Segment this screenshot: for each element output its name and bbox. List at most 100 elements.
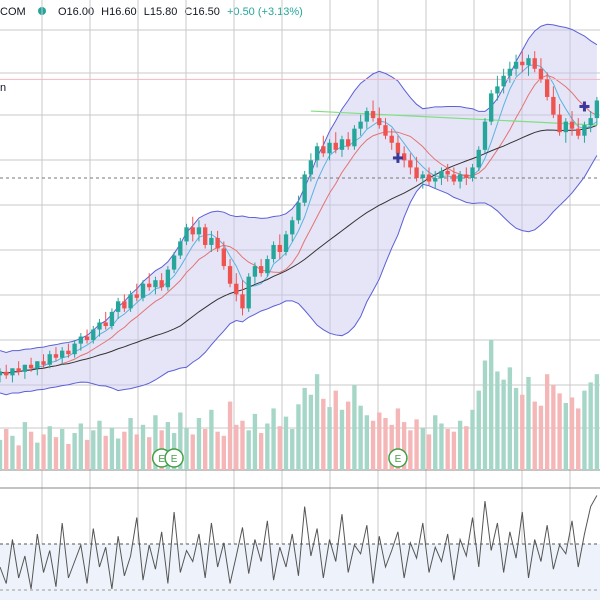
volume-bar bbox=[84, 439, 90, 470]
volume-bar bbox=[538, 405, 544, 470]
volume-bar bbox=[576, 408, 581, 470]
candle-body bbox=[308, 160, 314, 175]
volume-bar bbox=[582, 390, 587, 470]
volume-bar bbox=[308, 394, 314, 470]
candle-body bbox=[364, 111, 370, 122]
candle-body bbox=[408, 160, 413, 168]
candle bbox=[66, 343, 71, 358]
earnings-badge-label: E bbox=[395, 454, 402, 465]
candle-body bbox=[557, 114, 562, 133]
candle-body bbox=[221, 248, 227, 267]
symbol-label[interactable]: COM bbox=[0, 6, 26, 18]
volume-bar bbox=[476, 390, 481, 470]
candle bbox=[134, 283, 139, 302]
volume-bar bbox=[190, 434, 195, 470]
candle bbox=[84, 329, 90, 344]
moving-average-mid bbox=[0, 74, 598, 375]
event-marker-icon bbox=[579, 101, 590, 112]
volume-bar bbox=[234, 424, 239, 470]
candle-body bbox=[66, 350, 71, 355]
candle-body bbox=[370, 111, 376, 119]
candle-body bbox=[209, 237, 214, 245]
candle-body bbox=[91, 329, 96, 341]
candle bbox=[91, 326, 96, 344]
candle bbox=[544, 72, 550, 101]
high-value: H16.60 bbox=[101, 6, 137, 18]
candle bbox=[426, 167, 432, 186]
candle bbox=[165, 266, 171, 291]
candle bbox=[296, 195, 301, 224]
candle bbox=[569, 111, 575, 136]
candle-body bbox=[414, 167, 419, 178]
open-value: O16.00 bbox=[58, 6, 95, 18]
candle-body bbox=[159, 280, 164, 288]
candle-body bbox=[582, 125, 587, 136]
candle-body bbox=[165, 269, 171, 288]
candle-body bbox=[569, 121, 575, 129]
candle-body bbox=[439, 170, 444, 178]
candle-body bbox=[234, 283, 239, 295]
volume-bar bbox=[358, 405, 363, 470]
candle-body bbox=[41, 361, 46, 365]
volume-bar bbox=[420, 427, 425, 470]
candle-body bbox=[588, 118, 593, 126]
candle bbox=[252, 262, 258, 284]
volume-bar bbox=[426, 434, 432, 470]
candle bbox=[35, 361, 40, 376]
candle-body bbox=[339, 139, 345, 150]
candle-body bbox=[103, 322, 108, 326]
candle bbox=[520, 51, 525, 73]
volume-bar bbox=[277, 426, 282, 470]
earnings-badge-icon: E bbox=[388, 448, 408, 468]
volume-bar bbox=[557, 393, 562, 470]
candle-body bbox=[420, 174, 425, 178]
candle-body bbox=[352, 128, 357, 147]
candle bbox=[383, 118, 388, 140]
volume-bar bbox=[16, 445, 21, 470]
candle bbox=[495, 75, 500, 101]
candle bbox=[457, 170, 463, 189]
volume-bar bbox=[321, 398, 326, 470]
volume-bar bbox=[501, 379, 506, 470]
volume-bar bbox=[370, 420, 376, 470]
candle bbox=[290, 216, 295, 242]
candle-body bbox=[327, 142, 332, 154]
volume-bar bbox=[364, 415, 370, 470]
volume-bar bbox=[569, 397, 575, 470]
volume-bar bbox=[252, 413, 258, 470]
candle-body bbox=[290, 220, 295, 235]
candle-body bbox=[520, 61, 525, 66]
candle-body bbox=[258, 266, 264, 274]
candle-body bbox=[433, 178, 438, 182]
candle-body bbox=[53, 354, 59, 358]
earnings-badge-label: E bbox=[158, 454, 165, 465]
volume-bar bbox=[544, 374, 550, 470]
close-value: C16.50 bbox=[184, 6, 220, 18]
volume-bar bbox=[258, 433, 264, 470]
volume-bar bbox=[53, 437, 59, 470]
volume-bar bbox=[47, 426, 52, 470]
candle bbox=[327, 139, 332, 161]
volume-bar bbox=[507, 367, 513, 470]
candle bbox=[4, 364, 9, 379]
candle-body bbox=[171, 255, 177, 270]
volume-bar bbox=[140, 424, 146, 470]
candle-body bbox=[35, 361, 40, 369]
volume-bar bbox=[196, 418, 202, 470]
volume-bar bbox=[401, 422, 407, 470]
volume-bar bbox=[103, 435, 108, 470]
volume-bar bbox=[414, 419, 419, 470]
volume-bar bbox=[433, 415, 438, 470]
candle-body bbox=[489, 93, 494, 122]
event-marker-icon bbox=[392, 152, 403, 163]
volume-bar bbox=[109, 427, 115, 470]
candle bbox=[60, 347, 65, 365]
volume-bar bbox=[470, 409, 475, 470]
candle bbox=[401, 146, 407, 168]
candle bbox=[339, 135, 345, 157]
volume-bar bbox=[134, 434, 139, 470]
candle bbox=[178, 237, 183, 260]
volume-bar bbox=[451, 431, 457, 470]
candle-body bbox=[346, 139, 351, 147]
